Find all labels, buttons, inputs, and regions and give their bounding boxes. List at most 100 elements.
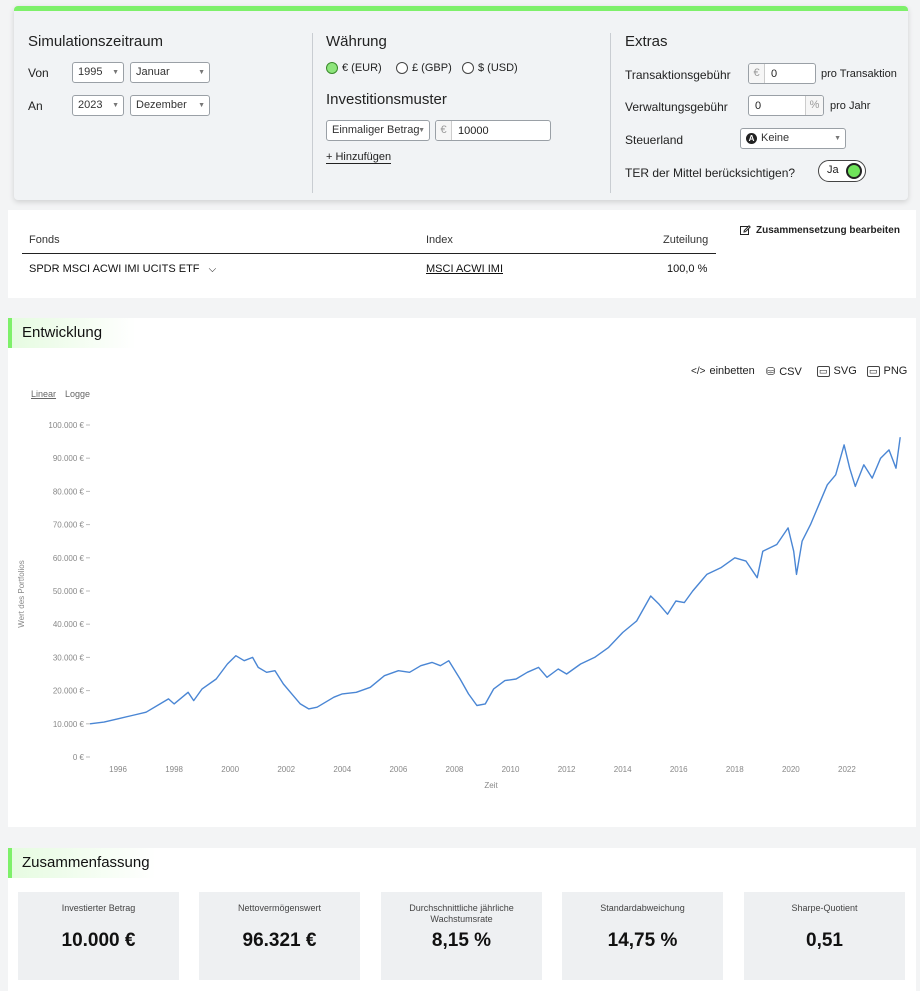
from-month-value: Januar bbox=[136, 66, 170, 78]
x-tick-label: 2010 bbox=[502, 765, 520, 774]
stat-std-deviation: Standardabweichung 14,75 % bbox=[562, 892, 723, 980]
development-title: Entwicklung bbox=[8, 318, 136, 348]
currency-investment-section: Währung € (EUR) £ (GBP) $ (USD) Investit… bbox=[312, 11, 610, 200]
management-fee-suffix: pro Jahr bbox=[830, 100, 871, 112]
x-tick-label: 2002 bbox=[277, 765, 295, 774]
transaction-fee-field[interactable]: € 0 bbox=[748, 63, 816, 84]
col-header-allocation: Zuteilung bbox=[663, 234, 709, 246]
fund-table: Fonds Index Zuteilung SPDR MSCI ACWI IMI… bbox=[8, 210, 916, 298]
currency-radio-gbp[interactable]: £ (GBP) bbox=[396, 62, 452, 74]
development-card: Entwicklung </> einbetten ⛁ CSV ▭ SVG ▭ … bbox=[8, 318, 916, 827]
currency-option-label: $ (USD) bbox=[478, 62, 518, 74]
add-investment-link[interactable]: + Hinzufügen bbox=[326, 151, 392, 164]
y-axis-label: Wert des Portfolios bbox=[17, 560, 26, 627]
fund-name-select[interactable]: SPDR MSCI ACWI IMI UCITS ETF ⌵ bbox=[29, 263, 216, 275]
stat-label: Sharpe-Quotient bbox=[791, 903, 858, 913]
tax-country-label: Steuerland bbox=[625, 133, 684, 147]
png-label: PNG bbox=[883, 365, 908, 377]
to-month-select[interactable]: Dezember ▼ bbox=[130, 95, 210, 116]
to-year-select[interactable]: 2023 ▼ bbox=[72, 95, 124, 116]
y-tick-label: 100.000 € bbox=[48, 421, 84, 430]
y-tick-label: 30.000 € bbox=[53, 653, 85, 662]
simulation-period-section: Simulationszeitraum Von 1995 ▼ Januar ▼ … bbox=[14, 11, 312, 200]
png-file-icon: ▭ bbox=[867, 365, 880, 377]
to-year-value: 2023 bbox=[78, 99, 103, 111]
y-tick-label: 0 € bbox=[73, 753, 85, 762]
settings-panel: Simulationszeitraum Von 1995 ▼ Januar ▼ … bbox=[14, 6, 908, 200]
stat-label: Durchschnittliche jährliche Wachstumsrat… bbox=[409, 903, 514, 924]
currency-radio-eur[interactable]: € (EUR) bbox=[326, 62, 382, 74]
investment-amount-field[interactable]: € 10000 bbox=[435, 120, 551, 141]
chevron-down-icon: ▼ bbox=[112, 69, 119, 76]
x-tick-label: 1998 bbox=[165, 765, 183, 774]
edit-composition-button[interactable]: Zusammensetzung bearbeiten bbox=[740, 225, 900, 236]
transaction-fee-label: Transaktionsgebühr bbox=[625, 68, 731, 82]
from-label: Von bbox=[28, 66, 49, 80]
x-tick-label: 2016 bbox=[670, 765, 688, 774]
column-divider bbox=[610, 33, 611, 193]
stat-label: Standardabweichung bbox=[600, 903, 685, 913]
column-divider bbox=[312, 33, 313, 193]
stat-value: 10.000 € bbox=[61, 930, 136, 951]
summary-card: Zusammenfassung Investierter Betrag 10.0… bbox=[8, 848, 916, 991]
embed-label: einbetten bbox=[709, 365, 755, 377]
portfolio-line bbox=[89, 437, 901, 725]
management-fee-field[interactable]: 0 % bbox=[748, 95, 824, 116]
stat-value: 8,15 % bbox=[431, 930, 492, 951]
currency-prefix: € bbox=[749, 64, 765, 83]
radio-selected-icon bbox=[326, 62, 338, 74]
currency-option-label: £ (GBP) bbox=[412, 62, 452, 74]
extras-title: Extras bbox=[625, 33, 668, 50]
from-year-value: 1995 bbox=[78, 66, 103, 78]
to-label: An bbox=[28, 99, 43, 113]
x-tick-label: 1996 bbox=[109, 765, 127, 774]
tax-country-select[interactable]: A Keine ▼ bbox=[740, 128, 846, 149]
currency-radio-usd[interactable]: $ (USD) bbox=[462, 62, 518, 74]
svg-file-icon: ▭ bbox=[817, 365, 830, 377]
x-tick-label: 2014 bbox=[614, 765, 632, 774]
chevron-down-icon: ▼ bbox=[112, 102, 119, 109]
ter-toggle[interactable]: Ja bbox=[818, 160, 866, 182]
anarchy-icon: A bbox=[746, 133, 757, 144]
embed-button[interactable]: </> einbetten bbox=[691, 365, 755, 377]
png-button[interactable]: ▭ PNG bbox=[867, 365, 907, 377]
investment-pattern-select[interactable]: Einmaliger Betrag ▼ bbox=[326, 120, 430, 141]
y-tick-label: 40.000 € bbox=[53, 620, 85, 629]
database-icon: ⛁ bbox=[766, 366, 776, 378]
extras-section: Extras Transaktionsgebühr € 0 pro Transa… bbox=[610, 11, 908, 200]
x-tick-label: 2008 bbox=[446, 765, 464, 774]
from-month-select[interactable]: Januar ▼ bbox=[130, 62, 210, 83]
stat-label: Nettovermögenswert bbox=[237, 903, 322, 913]
stat-value: 96.321 € bbox=[242, 930, 317, 951]
pencil-icon bbox=[740, 225, 751, 235]
scale-linear-option[interactable]: Linear bbox=[31, 389, 57, 399]
y-tick-label: 70.000 € bbox=[53, 521, 85, 530]
x-tick-label: 2018 bbox=[726, 765, 744, 774]
investment-pattern-value: Einmaliger Betrag bbox=[332, 124, 420, 136]
edit-composition-label: Zusammensetzung bearbeiten bbox=[756, 225, 900, 236]
investment-pattern-title: Investitionsmuster bbox=[326, 91, 447, 108]
simulation-period-title: Simulationszeitraum bbox=[28, 33, 164, 50]
y-tick-label: 60.000 € bbox=[53, 554, 85, 563]
csv-button[interactable]: ⛁ CSV bbox=[766, 365, 802, 379]
col-header-index: Index bbox=[426, 234, 453, 246]
index-link[interactable]: MSCI ACWI IMI bbox=[426, 263, 503, 275]
scale-log-option[interactable]: Logge bbox=[65, 389, 91, 399]
management-fee-label: Verwaltungsgebühr bbox=[625, 100, 728, 114]
x-tick-label: 2006 bbox=[389, 765, 407, 774]
chevron-down-icon: ▼ bbox=[198, 102, 205, 109]
chevron-down-icon: ▼ bbox=[834, 135, 841, 142]
stat-invested-amount: Investierter Betrag 10.000 € bbox=[18, 892, 179, 980]
y-tick-label: 20.000 € bbox=[53, 687, 85, 696]
currency-prefix: € bbox=[436, 121, 452, 140]
from-year-select[interactable]: 1995 ▼ bbox=[72, 62, 124, 83]
to-month-value: Dezember bbox=[136, 99, 187, 111]
ter-label: TER der Mittel berücksichtigen? bbox=[625, 166, 796, 180]
stat-label: Investierter Betrag bbox=[61, 903, 136, 913]
svg-button[interactable]: ▭ SVG bbox=[817, 365, 857, 377]
csv-label: CSV bbox=[779, 365, 802, 378]
ter-toggle-text: Ja bbox=[827, 164, 839, 176]
stat-value: 14,75 % bbox=[607, 930, 678, 951]
currency-title: Währung bbox=[326, 33, 387, 50]
transaction-fee-suffix: pro Transaktion bbox=[821, 68, 897, 80]
